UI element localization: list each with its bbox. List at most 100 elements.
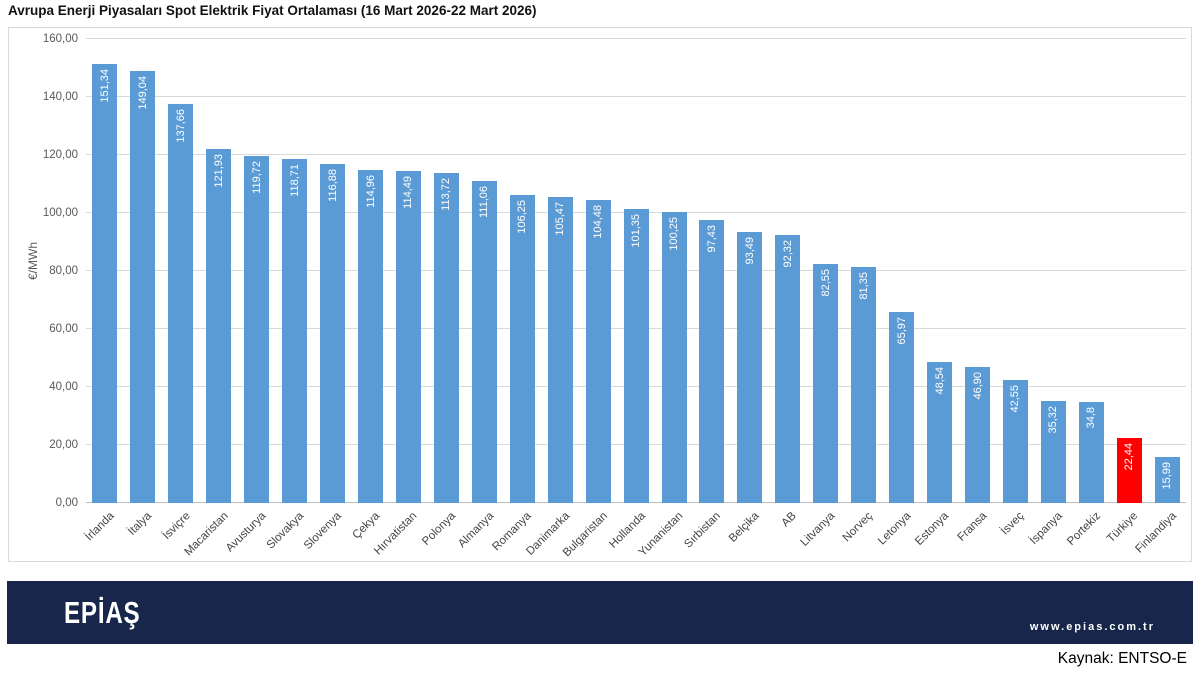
bar-value-label: 105,47 <box>554 202 567 236</box>
bar-value-label: 22,44 <box>1123 442 1136 471</box>
source-label: Kaynak: ENTSO-E <box>1057 650 1187 667</box>
bars-container: 151,34 149,04 137,66 121,93 119,72 118,71 116,… <box>86 39 1186 503</box>
chart-bar-highlighted: 22,44 <box>1116 437 1142 503</box>
bar-value-label: 101,35 <box>630 214 643 248</box>
bar-value-label: 111,06 <box>478 185 491 218</box>
bar-slot: 82,55 <box>807 263 845 503</box>
chart-bar: 15,99 <box>1154 456 1180 503</box>
bar-slot: 111,06 <box>465 180 503 503</box>
bar-slot: 97,43 <box>693 220 731 503</box>
y-axis-tick-label: 140,00 <box>42 91 78 103</box>
bar-slot: 46,90 <box>959 367 997 503</box>
bar-slot: 22,44 <box>1110 437 1148 503</box>
chart-bar: 42,55 <box>1002 379 1028 503</box>
bar-value-label: 114,49 <box>402 175 415 209</box>
x-axis-tick-label: İspanya <box>1027 510 1065 547</box>
chart-bar: 81,35 <box>851 267 877 503</box>
bar-value-label: 82,55 <box>819 268 832 297</box>
y-axis-tick-label: 0,00 <box>55 497 78 509</box>
x-axis-tick-label: AB <box>779 510 800 530</box>
chart-title: Avrupa Enerji Piyasaları Spot Elektrik F… <box>8 3 537 18</box>
y-axis-tick-label: 40,00 <box>49 381 78 393</box>
bar-value-label: 34,8 <box>1085 407 1098 429</box>
gridline <box>86 38 1186 39</box>
bar-value-label: 113,72 <box>440 178 453 212</box>
chart-bar: 113,72 <box>433 173 459 503</box>
x-axis-tick-label: Belçika <box>726 510 762 545</box>
x-axis-tick-label: İtalya <box>126 510 155 538</box>
bar-value-label: 46,90 <box>971 372 984 400</box>
bar-slot: 65,97 <box>883 311 921 503</box>
bar-value-label: 104,48 <box>592 205 605 239</box>
bar-value-label: 97,43 <box>705 225 718 253</box>
x-axis-tick-label: İsviçre <box>160 510 193 542</box>
bar-slot: 114,96 <box>352 169 390 503</box>
x-axis-tick-label: Finlandiya <box>1132 510 1179 556</box>
x-axis-labels: İrlanda İtalya İsviçre Macaristan Avusturya S… <box>83 503 1186 575</box>
x-axis-tick-label: Türkiye <box>1105 510 1141 546</box>
bar-value-label: 65,97 <box>895 316 908 345</box>
gridline <box>86 154 1186 155</box>
chart-bar: 101,35 <box>623 209 649 503</box>
x-axis-tick-label: İrlanda <box>83 510 117 544</box>
bar-slot: 42,55 <box>997 379 1035 503</box>
website-url: www.epias.com.tr <box>1029 621 1155 633</box>
bar-slot: 106,25 <box>503 194 541 503</box>
bar-slot: 101,35 <box>617 209 655 503</box>
bar-value-label: 119,72 <box>250 160 263 194</box>
bar-slot: 114,49 <box>390 170 428 503</box>
x-axis-tick-label: Polonya <box>419 510 458 548</box>
bar-slot: 48,54 <box>921 362 959 503</box>
chart-bar: 121,93 <box>206 149 232 503</box>
bar-value-label: 42,55 <box>1009 384 1022 413</box>
bar-value-label: 114,96 <box>364 174 377 208</box>
bar-slot: 15,99 <box>1148 456 1186 503</box>
bar-value-label: 93,49 <box>743 236 756 265</box>
y-axis-tick-label: 20,00 <box>49 439 78 451</box>
bar-value-label: 35,32 <box>1047 405 1060 434</box>
bar-value-label: 121,93 <box>212 154 225 189</box>
chart-bar: 116,88 <box>320 164 346 503</box>
chart-bar: 149,04 <box>130 70 156 503</box>
bar-slot: 137,66 <box>162 103 200 503</box>
chart-bar: 119,72 <box>244 155 270 503</box>
bar-slot: 105,47 <box>541 197 579 503</box>
bar-value-label: 48,54 <box>933 367 946 395</box>
x-axis-tick-label: Çekya <box>350 510 382 542</box>
x-axis-tick-label: Litvanya <box>798 510 838 549</box>
chart-bar: 48,54 <box>927 362 953 503</box>
x-axis-tick-label: Estonya <box>913 510 951 548</box>
bar-value-label: 106,25 <box>516 199 529 234</box>
chart-bar: 92,32 <box>775 235 801 503</box>
chart-bar: 65,97 <box>889 311 915 503</box>
x-axis-tick-label: Avusturya <box>223 510 269 555</box>
chart-bar: 34,8 <box>1078 402 1104 503</box>
plot-area: 0,00 20,00 40,00 60,00 80,00 100,00 120,00 140,… <box>43 33 1186 559</box>
bar-slot: 113,72 <box>427 173 465 503</box>
x-axis-tick-label: Slovakya <box>264 510 307 552</box>
footer-brand-bar: EPİAŞ www.epias.com.tr <box>7 581 1193 644</box>
chart-frame: €/MWh 0,00 20,00 40,00 60,00 80,00 100,00 120,… <box>8 27 1192 562</box>
bar-value-label: 81,35 <box>857 272 870 300</box>
bar-slot: 119,72 <box>238 155 276 503</box>
gridline <box>86 96 1186 97</box>
x-axis-tick-label: Sırbistan <box>682 510 724 551</box>
chart-bar: 118,71 <box>282 158 308 503</box>
chart-bar: 97,43 <box>699 220 725 503</box>
bar-slot: 149,04 <box>124 70 162 503</box>
bar-value-label: 149,04 <box>136 75 149 110</box>
x-axis-tick-label: Norveç <box>840 510 876 545</box>
chart-bar: 35,32 <box>1040 400 1066 503</box>
bar-slot: 93,49 <box>731 231 769 503</box>
chart-bar: 111,06 <box>471 180 497 503</box>
bar-slot: 151,34 <box>86 64 124 503</box>
bar-slot: 104,48 <box>579 200 617 503</box>
y-axis-tick-label: 80,00 <box>49 265 78 277</box>
bar-slot: 118,71 <box>276 158 314 503</box>
chart-bar: 114,96 <box>358 169 384 503</box>
y-axis-tick-label: 60,00 <box>49 323 78 335</box>
bar-slot: 100,25 <box>655 212 693 503</box>
x-axis-tick-label: İsveç <box>999 510 1027 538</box>
chart-bar: 104,48 <box>585 200 611 503</box>
chart-bar: 82,55 <box>813 263 839 503</box>
